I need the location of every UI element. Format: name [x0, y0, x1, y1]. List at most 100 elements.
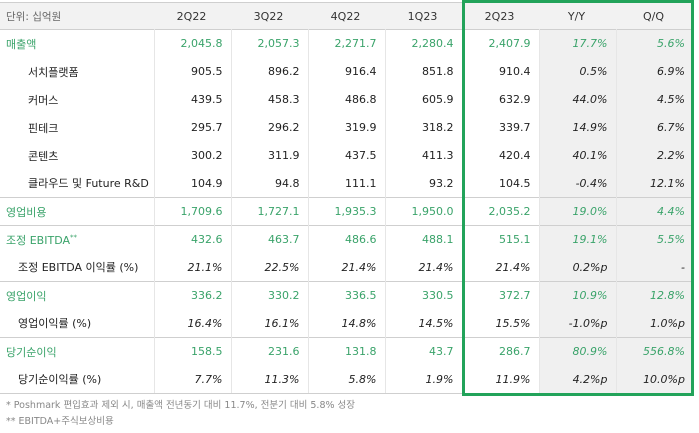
cell-2q22: 300.2 — [153, 141, 231, 170]
footnotes: * Poshmark 편입효과 제외 시, 매출액 전년동기 대비 11.7%,… — [6, 398, 355, 430]
col-header-yoy: Y/Y — [567, 9, 586, 23]
cell-2q23: 372.7 — [461, 281, 539, 310]
cell-yoy: 14.9% — [538, 113, 616, 142]
table-row-revenue: 매출액 2,045.8 2,057.3 2,271.7 2,280.4 2,40… — [0, 29, 693, 58]
row-label: 콘텐츠 — [28, 149, 59, 163]
cell-4q22: 5.8% — [307, 365, 385, 394]
cell-4q22: 131.8 — [307, 337, 385, 366]
cell-1q23: 851.8 — [384, 57, 462, 86]
table-row-net-income: 당기순이익 158.5 231.6 131.8 43.7 286.7 80.9%… — [0, 337, 693, 366]
footnote-ebitda: ** EBITDA+주식보상비용 — [6, 416, 114, 427]
cell-2q23: 2,407.9 — [461, 29, 539, 58]
cell-3q22: 311.9 — [230, 141, 308, 170]
table-row-cloud-future-rnd: 클라우드 및 Future R&D 104.9 94.8 111.1 93.2 … — [0, 169, 693, 198]
cell-3q22: 22.5% — [230, 253, 308, 282]
cell-2q22: 295.7 — [153, 113, 231, 142]
cell-2q22: 432.6 — [153, 225, 231, 254]
cell-1q23: 1.9% — [384, 365, 462, 394]
table-row-search-platform: 서치플랫폼 905.5 896.2 916.4 851.8 910.4 0.5%… — [0, 57, 693, 86]
cell-2q23: 21.4% — [461, 253, 539, 282]
cell-qoq: - — [615, 253, 693, 282]
cell-4q22: 1,935.3 — [307, 197, 385, 226]
cell-yoy: 17.7% — [538, 29, 616, 58]
col-header-4q22: 4Q22 — [330, 9, 361, 23]
row-label-text: 조정 EBITDA — [6, 233, 70, 247]
cell-3q22: 1,727.1 — [230, 197, 308, 226]
row-label: 클라우드 및 Future R&D — [28, 177, 149, 191]
cell-1q23: 1,950.0 — [384, 197, 462, 226]
row-label: 당기순이익률 (%) — [0, 365, 154, 394]
cell-qoq: 12.1% — [615, 169, 693, 198]
cell-2q23: 11.9% — [461, 365, 539, 394]
cell-4q22: 21.4% — [307, 253, 385, 282]
cell-4q22: 14.8% — [307, 309, 385, 338]
cell-3q22: 2,057.3 — [230, 29, 308, 58]
table-row-fintech: 핀테크 295.7 296.2 319.9 318.2 339.7 14.9% … — [0, 113, 693, 142]
cell-4q22: 336.5 — [307, 281, 385, 310]
cell-3q22: 896.2 — [230, 57, 308, 86]
row-label: 서치플랫폼 — [28, 65, 79, 79]
cell-qoq: 5.6% — [615, 29, 693, 58]
cell-2q23: 339.7 — [461, 113, 539, 142]
cell-2q23: 286.7 — [461, 337, 539, 366]
cell-yoy: 19.1% — [538, 225, 616, 254]
cell-4q22: 486.8 — [307, 85, 385, 114]
cell-1q23: 488.1 — [384, 225, 462, 254]
cell-yoy: -1.0%p — [538, 309, 616, 338]
table-row-contents: 콘텐츠 300.2 311.9 437.5 411.3 420.4 40.1% … — [0, 141, 693, 170]
cell-yoy: -0.4% — [538, 169, 616, 198]
footnote-marker: ** — [70, 233, 77, 242]
cell-1q23: 14.5% — [384, 309, 462, 338]
cell-qoq: 6.7% — [615, 113, 693, 142]
cell-3q22: 463.7 — [230, 225, 308, 254]
cell-qoq: 1.0%p — [615, 309, 693, 338]
footnote-poshmark: * Poshmark 편입효과 제외 시, 매출액 전년동기 대비 11.7%,… — [6, 400, 356, 411]
cell-2q23: 632.9 — [461, 85, 539, 114]
cell-1q23: 21.4% — [384, 253, 462, 282]
row-label: 핀테크 — [28, 121, 59, 135]
cell-yoy: 4.2%p — [538, 365, 616, 394]
table-row-operating-expenses: 영업비용 1,709.6 1,727.1 1,935.3 1,950.0 2,0… — [0, 197, 693, 226]
row-label: 커머스 — [28, 93, 59, 107]
header-row: 단위: 십억원 2Q22 3Q22 4Q22 1Q23 2Q23 Y/Y Q/Q — [0, 2, 693, 30]
unit-label: 단위: 십억원 — [6, 10, 62, 23]
cell-3q22: 11.3% — [230, 365, 308, 394]
cell-3q22: 458.3 — [230, 85, 308, 114]
cell-yoy: 19.0% — [538, 197, 616, 226]
col-header-qoq: Q/Q — [642, 9, 665, 23]
cell-3q22: 231.6 — [230, 337, 308, 366]
table-row-adjusted-ebitda: 조정 EBITDA** 432.6 463.7 486.6 488.1 515.… — [0, 225, 693, 254]
cell-yoy: 0.2%p — [538, 253, 616, 282]
cell-2q23: 104.5 — [461, 169, 539, 198]
cell-qoq: 5.5% — [615, 225, 693, 254]
cell-1q23: 318.2 — [384, 113, 462, 142]
col-header-2q22: 2Q22 — [176, 9, 207, 23]
cell-4q22: 111.1 — [307, 169, 385, 198]
cell-3q22: 16.1% — [230, 309, 308, 338]
cell-yoy: 44.0% — [538, 85, 616, 114]
cell-qoq: 6.9% — [615, 57, 693, 86]
cell-2q22: 104.9 — [153, 169, 231, 198]
row-label: 영업비용 — [0, 197, 154, 226]
cell-qoq: 12.8% — [615, 281, 693, 310]
row-label: 영업이익률 (%) — [18, 317, 92, 331]
row-label: 조정 EBITDA** — [0, 225, 154, 254]
cell-1q23: 2,280.4 — [384, 29, 462, 58]
row-label: 조정 EBITDA 이익률 (%) — [18, 261, 139, 275]
col-header-2q23: 2Q23 — [484, 9, 515, 23]
cell-2q22: 336.2 — [153, 281, 231, 310]
cell-2q23: 515.1 — [461, 225, 539, 254]
cell-1q23: 330.5 — [384, 281, 462, 310]
cell-qoq: 4.5% — [615, 85, 693, 114]
cell-yoy: 80.9% — [538, 337, 616, 366]
row-label: 매출액 — [6, 37, 37, 51]
cell-qoq: 10.0%p — [615, 365, 693, 394]
cell-4q22: 2,271.7 — [307, 29, 385, 58]
cell-1q23: 43.7 — [384, 337, 462, 366]
cell-3q22: 94.8 — [230, 169, 308, 198]
table-row-commerce: 커머스 439.5 458.3 486.8 605.9 632.9 44.0% … — [0, 85, 693, 114]
cell-yoy: 10.9% — [538, 281, 616, 310]
cell-1q23: 93.2 — [384, 169, 462, 198]
table-row-operating-profit: 영업이익 336.2 330.2 336.5 330.5 372.7 10.9%… — [0, 281, 693, 310]
